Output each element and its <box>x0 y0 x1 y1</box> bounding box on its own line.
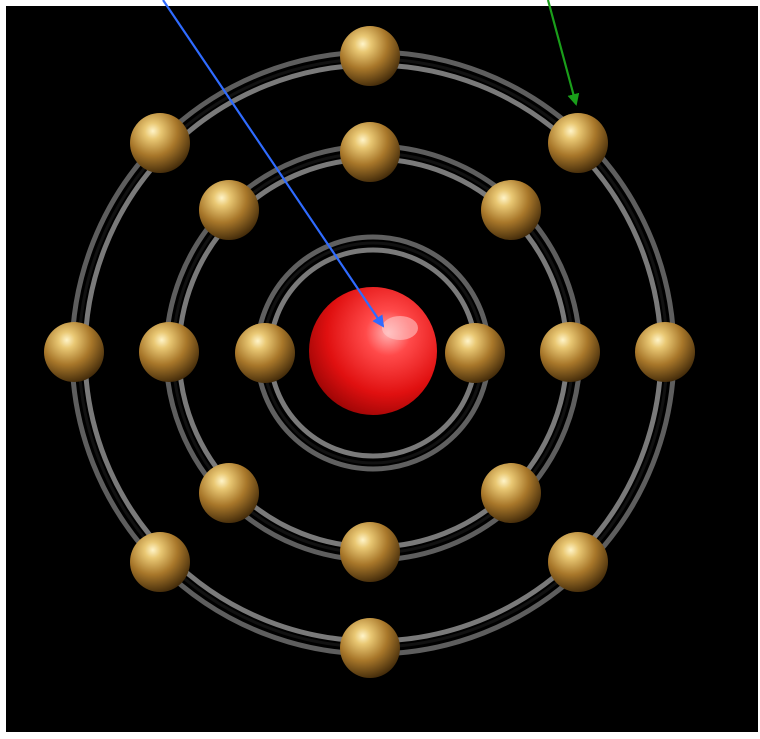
electron <box>548 113 608 173</box>
electron <box>199 463 259 523</box>
electron-pointer-arrow <box>546 0 580 106</box>
electron <box>199 180 259 240</box>
shell-1-electrons <box>235 323 505 383</box>
electron <box>548 532 608 592</box>
shell-3-electrons <box>44 26 695 678</box>
shell-2-electrons <box>139 122 600 582</box>
nucleus-pointer-arrow <box>162 0 385 328</box>
electron <box>130 532 190 592</box>
electron <box>635 322 695 382</box>
electron <box>481 180 541 240</box>
nucleus-highlight <box>382 316 418 340</box>
electron <box>481 463 541 523</box>
electron <box>540 322 600 382</box>
electron <box>44 322 104 382</box>
electron <box>445 323 505 383</box>
electron <box>235 323 295 383</box>
electron <box>340 26 400 86</box>
electron <box>340 618 400 678</box>
nucleus <box>309 287 437 415</box>
electron <box>130 113 190 173</box>
electron <box>139 322 199 382</box>
electron <box>340 522 400 582</box>
electron <box>340 122 400 182</box>
